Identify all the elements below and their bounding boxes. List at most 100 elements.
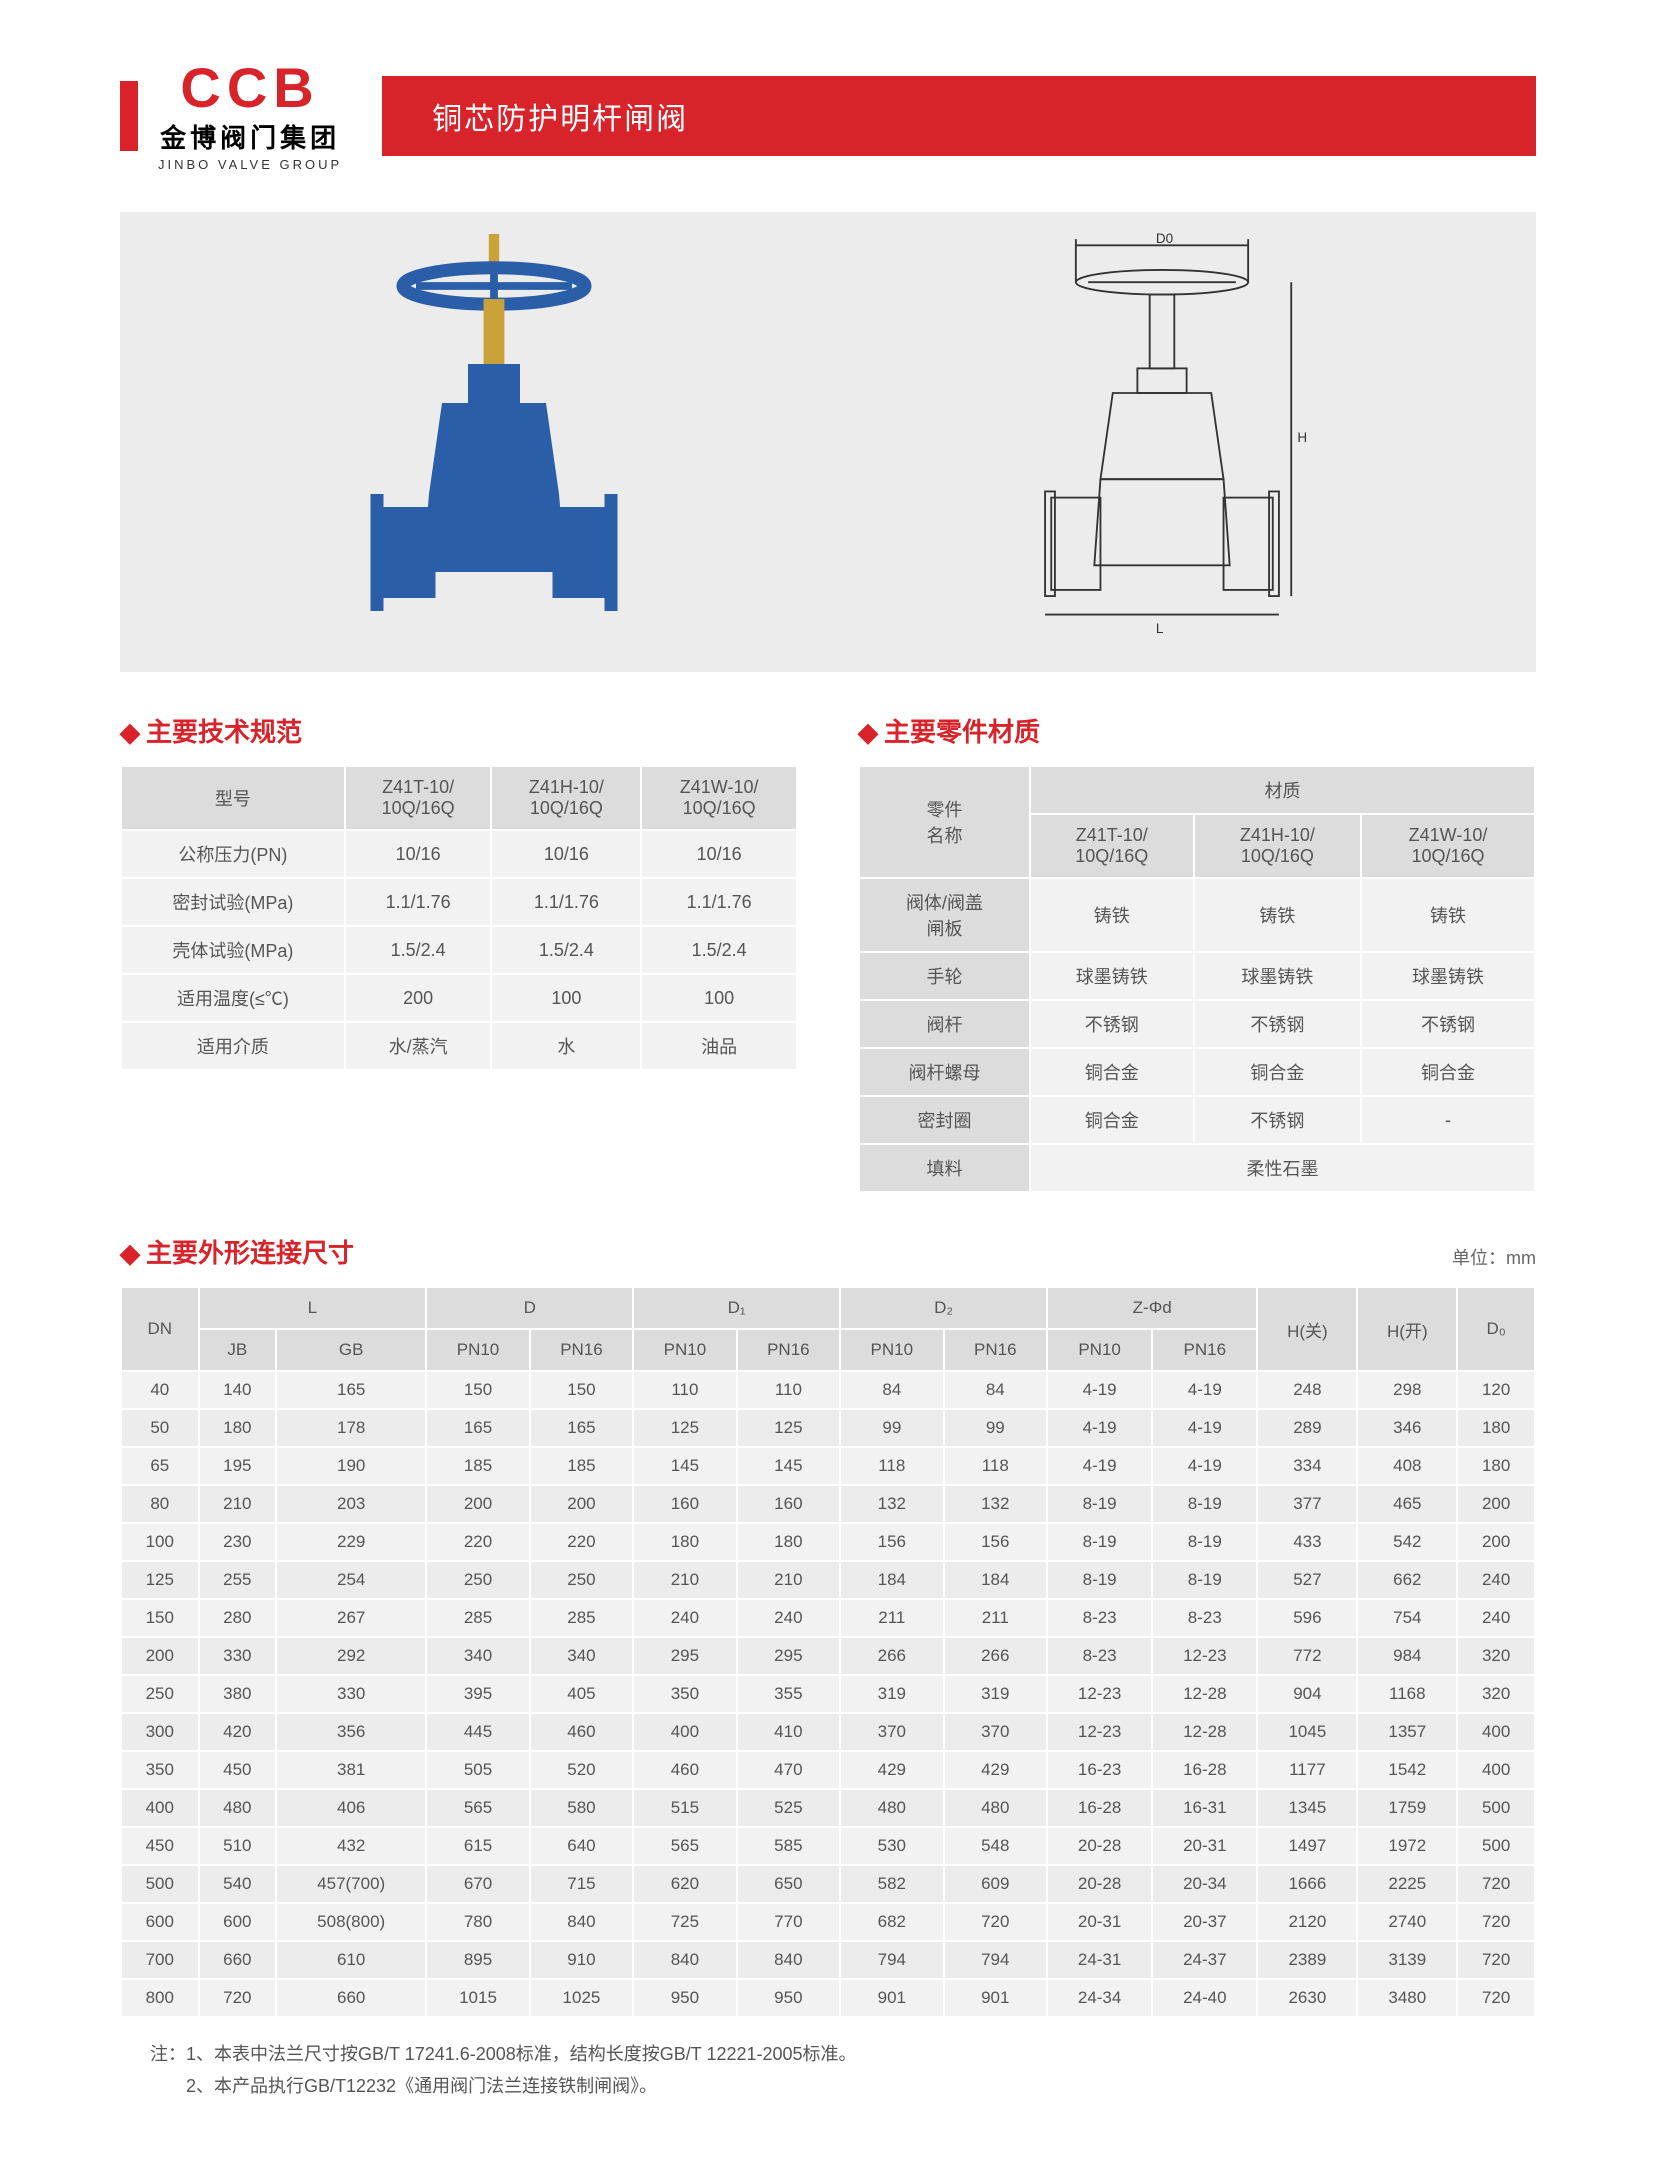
- dim-cell: 381: [276, 1751, 426, 1789]
- dim-cell: 165: [426, 1409, 529, 1447]
- dim-cell: 229: [276, 1523, 426, 1561]
- dim-cell: 610: [276, 1941, 426, 1979]
- dim-cell: 565: [426, 1789, 529, 1827]
- dim-cell: 4-19: [1152, 1447, 1257, 1485]
- dim-cell: 254: [276, 1561, 426, 1599]
- dim-cell: 210: [633, 1561, 736, 1599]
- dim-cell: 110: [633, 1371, 736, 1409]
- dim-cell: 132: [840, 1485, 943, 1523]
- dim-cell: 200: [1457, 1485, 1535, 1523]
- dim-cell: 445: [426, 1713, 529, 1751]
- dim-cell: 319: [944, 1675, 1047, 1713]
- dim-h-zphi: Z-Φd: [1047, 1287, 1257, 1329]
- dim-cell: 1542: [1357, 1751, 1457, 1789]
- dim-cell: 2630: [1257, 1979, 1357, 2017]
- dim-cell: 377: [1257, 1485, 1357, 1523]
- mat-model-1: Z41H-10/ 10Q/16Q: [1194, 814, 1361, 878]
- dim-cell: 16-28: [1047, 1789, 1152, 1827]
- dim-cell: 540: [199, 1865, 277, 1903]
- dim-cell: 400: [1457, 1713, 1535, 1751]
- dim-sub-header: PN10: [426, 1329, 529, 1371]
- dim-cell: 1025: [530, 1979, 633, 2017]
- mat-cell: 不锈钢: [1194, 1000, 1361, 1048]
- dim-cell: 220: [426, 1523, 529, 1561]
- dim-cell: 356: [276, 1713, 426, 1751]
- dim-cell: 180: [1457, 1409, 1535, 1447]
- dim-cell: 211: [840, 1599, 943, 1637]
- mat-row-label: 阀杆螺母: [859, 1048, 1030, 1096]
- mat-cell: 铜合金: [1030, 1096, 1194, 1144]
- dim-cell: 1045: [1257, 1713, 1357, 1751]
- dim-cell: 20-31: [1152, 1827, 1257, 1865]
- dim-cell: 500: [121, 1865, 199, 1903]
- dim-cell: 250: [426, 1561, 529, 1599]
- dim-cell: 1666: [1257, 1865, 1357, 1903]
- dim-cell: 248: [1257, 1371, 1357, 1409]
- dim-cell: 8-19: [1047, 1523, 1152, 1561]
- dim-cell: 8-23: [1047, 1599, 1152, 1637]
- dim-cell: 432: [276, 1827, 426, 1865]
- dim-cell: 505: [426, 1751, 529, 1789]
- dim-cell: 1168: [1357, 1675, 1457, 1713]
- dim-cell: 370: [944, 1713, 1047, 1751]
- dim-cell: 334: [1257, 1447, 1357, 1485]
- product-photo: [193, 242, 794, 642]
- dim-cell: 110: [737, 1371, 840, 1409]
- dim-cell: 156: [944, 1523, 1047, 1561]
- dim-cell: 1177: [1257, 1751, 1357, 1789]
- dim-cell: 165: [530, 1409, 633, 1447]
- dim-cell: 600: [121, 1903, 199, 1941]
- dim-title: 主要外形连接尺寸: [120, 1233, 354, 1270]
- dim-cell: 840: [633, 1941, 736, 1979]
- logo-block: CCB 金博阀门集团 JINBO VALVE GROUP: [138, 60, 362, 172]
- dim-cell: 145: [737, 1447, 840, 1485]
- dim-h-hopen: H(开): [1357, 1287, 1457, 1371]
- spec-cell: 1.5/2.4: [641, 926, 797, 974]
- dim-cell: 901: [944, 1979, 1047, 2017]
- product-images: D0 H L: [120, 212, 1536, 672]
- dim-cell: 620: [633, 1865, 736, 1903]
- dim-cell: 660: [276, 1979, 426, 2017]
- dim-cell: 380: [199, 1675, 277, 1713]
- dim-h-hclose: H(关): [1257, 1287, 1357, 1371]
- dim-h-dn: DN: [121, 1287, 199, 1371]
- dim-cell: 508(800): [276, 1903, 426, 1941]
- dim-cell: 408: [1357, 1447, 1457, 1485]
- dim-cell: 585: [737, 1827, 840, 1865]
- dim-cell: 300: [121, 1713, 199, 1751]
- dim-cell: 16-23: [1047, 1751, 1152, 1789]
- dim-h-d: D: [426, 1287, 633, 1329]
- dim-cell: 184: [944, 1561, 1047, 1599]
- dim-cell: 2120: [1257, 1903, 1357, 1941]
- dim-cell: 4-19: [1152, 1371, 1257, 1409]
- dim-cell: 24-40: [1152, 1979, 1257, 2017]
- dim-cell: 429: [840, 1751, 943, 1789]
- dim-cell: 330: [199, 1637, 277, 1675]
- dim-cell: 470: [737, 1751, 840, 1789]
- spec-cell: 水: [491, 1022, 641, 1070]
- mat-cell: 铸铁: [1361, 878, 1535, 952]
- dim-cell: 298: [1357, 1371, 1457, 1409]
- dim-cell: 220: [530, 1523, 633, 1561]
- dim-cell: 725: [633, 1903, 736, 1941]
- mat-row-label: 阀杆: [859, 1000, 1030, 1048]
- dim-cell: 400: [121, 1789, 199, 1827]
- dim-cell: 125: [121, 1561, 199, 1599]
- dim-cell: 3480: [1357, 1979, 1457, 2017]
- dim-cell: 548: [944, 1827, 1047, 1865]
- spec-cell: 200: [345, 974, 492, 1022]
- dim-cell: 230: [199, 1523, 277, 1561]
- dim-cell: 640: [530, 1827, 633, 1865]
- dim-cell: 320: [1457, 1637, 1535, 1675]
- dim-cell: 780: [426, 1903, 529, 1941]
- dim-cell: 950: [737, 1979, 840, 2017]
- dim-cell: 200: [530, 1485, 633, 1523]
- mat-cell: 铸铁: [1194, 878, 1361, 952]
- dim-cell: 460: [633, 1751, 736, 1789]
- dim-cell: 65: [121, 1447, 199, 1485]
- dimensions-table: DN L D D₁ D₂ Z-Φd H(关) H(开) D₀ JBGBPN10P…: [120, 1286, 1536, 2018]
- dim-h-d1: D₁: [633, 1287, 840, 1329]
- mat-cell: 不锈钢: [1194, 1096, 1361, 1144]
- dim-cell: 292: [276, 1637, 426, 1675]
- dim-cell: 700: [121, 1941, 199, 1979]
